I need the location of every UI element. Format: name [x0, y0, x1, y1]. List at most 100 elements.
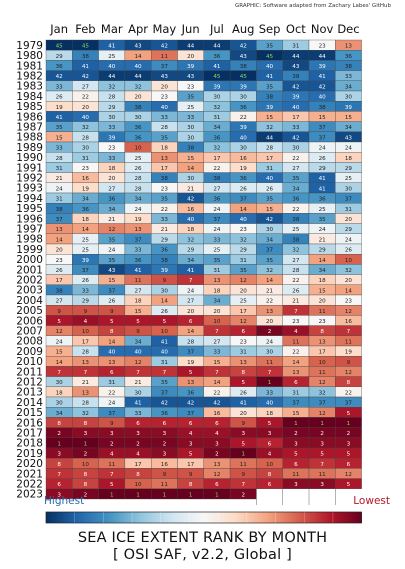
cell-rank-label: 22: [266, 299, 273, 305]
cell-rank-label: 28: [134, 176, 142, 182]
cell-rank-label: 39: [292, 95, 300, 101]
cell-rank-label: 7: [294, 309, 298, 315]
year-label: 2022: [16, 479, 43, 491]
cell-rank-label: 10: [134, 146, 142, 152]
cell-rank-label: 35: [56, 125, 64, 131]
cell-rank-label: 10: [213, 319, 221, 325]
year-label: 1987: [16, 122, 43, 134]
year-label: 1992: [16, 173, 43, 185]
cell-rank-label: 12: [345, 370, 352, 376]
cell-rank-label: 20: [187, 54, 195, 60]
cell-rank-label: 17: [161, 166, 169, 172]
cell-rank-label: 31: [82, 156, 90, 162]
cell-rank-label: 28: [134, 186, 142, 192]
cell-rank-label: 22: [345, 390, 352, 396]
chart-title: SEA ICE EXTENT RANK BY MONTH: [77, 530, 328, 546]
cell-rank-label: 36: [134, 135, 142, 141]
cell-rank-label: 27: [134, 288, 142, 294]
cell-rank-label: 1: [294, 421, 298, 427]
cell-rank-label: 21: [56, 176, 64, 182]
cell-rank-label: 11: [108, 462, 116, 468]
cell-rank-label: 29: [82, 299, 90, 305]
cell-rank-label: 36: [134, 125, 142, 131]
cell-rank-label: 30: [134, 115, 142, 121]
year-label: 1999: [16, 244, 43, 256]
cell-rank-label: 20: [161, 84, 169, 90]
cell-rank-label: 18: [108, 166, 116, 172]
cell-rank-label: 28: [56, 156, 64, 162]
cell-rank-label: 31: [213, 268, 221, 274]
cell-rank-label: 35: [213, 258, 221, 264]
cell-rank-label: 26: [240, 186, 248, 192]
cell-rank-label: 23: [82, 166, 90, 172]
cell-rank-label: 35: [161, 380, 169, 386]
cell-rank-label: 17: [134, 462, 142, 468]
cell-rank-label: 18: [187, 227, 195, 233]
cell-rank-label: 34: [213, 299, 221, 305]
cell-rank-label: 41: [161, 339, 169, 345]
cell-rank-label: 20: [82, 105, 90, 111]
cell-rank-label: 18: [319, 278, 327, 284]
cell-rank-label: 34: [134, 339, 142, 345]
cell-rank-label: 33: [266, 390, 274, 396]
cell-rank-label: 20: [240, 288, 248, 294]
cell-rank-label: 2: [84, 452, 88, 458]
colorbar: [45, 511, 362, 524]
cell-rank-label: 5: [136, 319, 140, 325]
cell-rank-label: 8: [320, 329, 324, 335]
cell-rank-label: 39: [82, 258, 90, 264]
cell-rank-label: 11: [319, 370, 327, 376]
cell-rank-label: 33: [292, 125, 300, 131]
cell-rank-label: 14: [319, 258, 327, 264]
cell-rank-label: 24: [56, 186, 64, 192]
cell-rank-label: 38: [187, 146, 195, 152]
cell-rank-label: 6: [189, 421, 193, 427]
cell-rank-label: 33: [108, 125, 116, 131]
cell-rank-label: 8: [57, 421, 61, 427]
cell-rank-label: 28: [161, 125, 169, 131]
cell-rank-label: 13: [319, 339, 327, 345]
cell-rank-label: 1: [320, 421, 324, 427]
year-label: 2002: [16, 275, 43, 287]
cell-rank-label: 42: [319, 84, 326, 90]
cell-rank-label: 1: [268, 380, 272, 386]
cell-rank-label: 30: [345, 95, 353, 101]
cell-rank-label: 24: [345, 237, 353, 243]
cell-rank-label: 4: [136, 452, 140, 458]
year-label: 2018: [16, 438, 43, 450]
cell-rank-label: 38: [213, 176, 221, 182]
cell-rank-label: 11: [266, 360, 274, 366]
cell-rank-label: 26: [266, 186, 274, 192]
cell-rank-label: 34: [134, 197, 142, 203]
cell-rank-label: 22: [292, 207, 299, 213]
cell-rank-label: 20: [56, 248, 64, 254]
cell-rank-label: 42: [161, 44, 168, 50]
cell-rank-label: 21: [82, 380, 90, 386]
cell-rank-label: 25: [82, 248, 90, 254]
cell-rank-label: 32: [82, 411, 89, 417]
cell-rank-label: 39: [240, 125, 248, 131]
cell-rank-label: 5: [241, 441, 245, 447]
cell-rank-label: 32: [345, 268, 352, 274]
cell-rank-label: 26: [345, 248, 353, 254]
cell-rank-label: 23: [161, 186, 169, 192]
cell-rank-label: 38: [161, 258, 169, 264]
cell-rank-label: 31: [240, 350, 248, 356]
cell-rank-label: 36: [134, 258, 142, 264]
cell-rank-label: 8: [57, 462, 61, 468]
cell-rank-label: 1: [84, 441, 88, 447]
cell-rank-label: 10: [82, 329, 90, 335]
cell-rank-label: 9: [110, 309, 114, 315]
cell-rank-label: 38: [161, 176, 169, 182]
month-label: Apr: [128, 22, 148, 36]
cell-rank-label: 6: [57, 482, 61, 488]
cell-rank-label: 37: [319, 401, 327, 407]
cell-rank-label: 17: [292, 115, 300, 121]
year-label: 2012: [16, 377, 43, 389]
year-label: 2006: [16, 315, 43, 327]
month-label: Feb: [75, 22, 95, 36]
cell-rank-label: 9: [110, 421, 114, 427]
month-label: Aug: [232, 22, 254, 36]
cell-rank-label: 33: [56, 146, 64, 152]
cell-rank-label: 13: [213, 278, 221, 284]
